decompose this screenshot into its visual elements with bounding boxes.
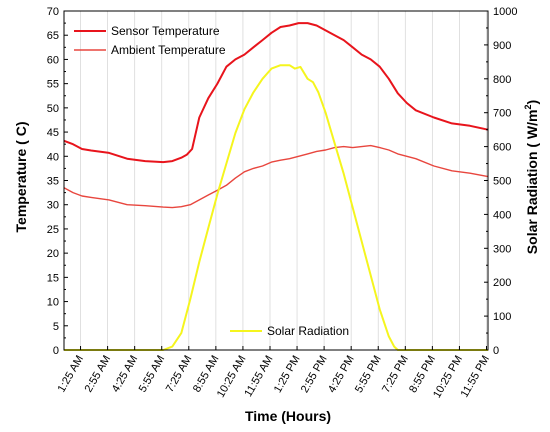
- legend-label-ambient: Ambient Temperature: [111, 43, 226, 57]
- legend-label-sensor: Sensor Temperature: [111, 24, 220, 38]
- x-axis-title: Time (Hours): [245, 408, 331, 424]
- y-left-tick-label-13: 65: [47, 30, 59, 42]
- legend-label-solar: Solar Radiation: [267, 324, 349, 338]
- y-axis-right-title: Solar Radiation ( W/m2): [523, 100, 540, 254]
- y-left-tick-label-10: 50: [47, 103, 59, 115]
- y-left-tick-label-1: 5: [53, 321, 59, 333]
- y-left-tick-label-11: 55: [47, 79, 59, 91]
- series-line-solar-radiation: [64, 64, 488, 351]
- x-tick-label-4: 7:25 AM: [164, 354, 195, 395]
- y-left-tick-label-5: 25: [47, 224, 59, 236]
- y-right-tick-label-6: 600: [493, 142, 511, 154]
- y-right-tick-label-0: 0: [493, 345, 499, 357]
- series-line-sensor-temperature: [63, 22, 489, 164]
- y-right-tick-label-3: 300: [493, 243, 511, 255]
- y-left-tick-label-0: 0: [53, 345, 59, 357]
- y-axis-left-title: Temperature ( C): [13, 122, 29, 233]
- y-axis-right-title-close: ): [524, 100, 540, 105]
- y-left-tick-label-8: 40: [47, 151, 59, 163]
- y-axis-right-title-main: Solar Radiation ( W/m: [524, 110, 540, 255]
- y-left-tick-label-4: 20: [47, 248, 59, 260]
- y-right-tick-label-4: 400: [493, 209, 511, 221]
- plot-frame: [63, 10, 489, 351]
- axes-layer: [63, 10, 489, 351]
- y-left-tick-label-3: 15: [47, 272, 59, 284]
- x-tick-label-3: 5:55 AM: [137, 354, 168, 395]
- x-tick-label-1: 2:55 AM: [83, 354, 114, 395]
- y-left-tick-label-14: 70: [47, 6, 59, 18]
- x-tick-label-0: 1:25 AM: [56, 354, 87, 395]
- y-left-tick-label-2: 10: [47, 297, 59, 309]
- y-right-tick-label-1: 100: [493, 311, 511, 323]
- y-right-tick-label-8: 800: [493, 74, 511, 86]
- y-right-tick-label-5: 500: [493, 176, 511, 188]
- y-right-tick-label-10: 1000: [493, 6, 517, 18]
- y-left-tick-label-9: 45: [47, 127, 59, 139]
- y-left-tick-label-12: 60: [47, 54, 59, 66]
- y-right-tick-label-2: 200: [493, 277, 511, 289]
- legend-top: Sensor Temperature Ambient Temperature: [74, 24, 226, 57]
- y-left-tick-label-6: 30: [47, 200, 59, 212]
- series-line-ambient-temperature: [63, 144, 489, 209]
- vertical-grid-lines: [80, 11, 487, 350]
- y-right-tick-label-9: 900: [493, 40, 511, 52]
- series-layer: [63, 22, 489, 351]
- legend-bottom: Solar Radiation: [230, 324, 349, 338]
- y-axis-right-title-superscript: 2: [523, 104, 533, 109]
- y-right-tick-label-7: 700: [493, 108, 511, 120]
- y-left-tick-label-7: 35: [47, 176, 59, 188]
